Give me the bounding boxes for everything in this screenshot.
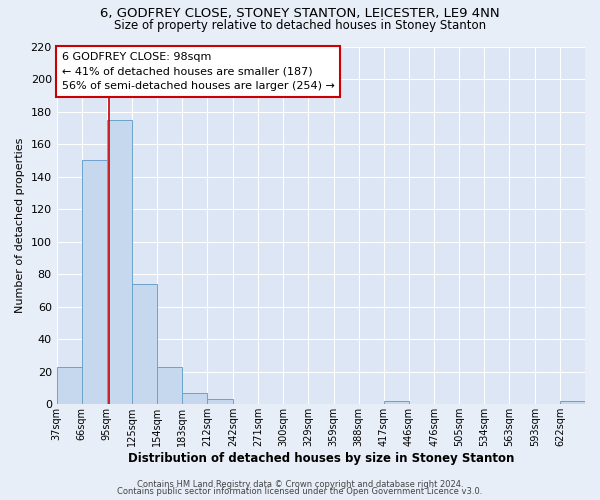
- Text: 6 GODFREY CLOSE: 98sqm
← 41% of detached houses are smaller (187)
56% of semi-de: 6 GODFREY CLOSE: 98sqm ← 41% of detached…: [62, 52, 335, 92]
- Y-axis label: Number of detached properties: Number of detached properties: [15, 138, 25, 313]
- Bar: [207, 400, 233, 404]
- Bar: [133, 284, 157, 405]
- Bar: [560, 401, 585, 404]
- Text: Size of property relative to detached houses in Stoney Stanton: Size of property relative to detached ho…: [114, 19, 486, 32]
- Bar: [157, 367, 182, 405]
- Bar: [82, 160, 107, 404]
- X-axis label: Distribution of detached houses by size in Stoney Stanton: Distribution of detached houses by size …: [128, 452, 514, 465]
- Bar: [56, 367, 82, 405]
- Bar: [182, 393, 207, 404]
- Bar: [107, 120, 133, 405]
- Bar: [383, 401, 409, 404]
- Text: Contains HM Land Registry data © Crown copyright and database right 2024.: Contains HM Land Registry data © Crown c…: [137, 480, 463, 489]
- Text: 6, GODFREY CLOSE, STONEY STANTON, LEICESTER, LE9 4NN: 6, GODFREY CLOSE, STONEY STANTON, LEICES…: [100, 8, 500, 20]
- Text: Contains public sector information licensed under the Open Government Licence v3: Contains public sector information licen…: [118, 487, 482, 496]
